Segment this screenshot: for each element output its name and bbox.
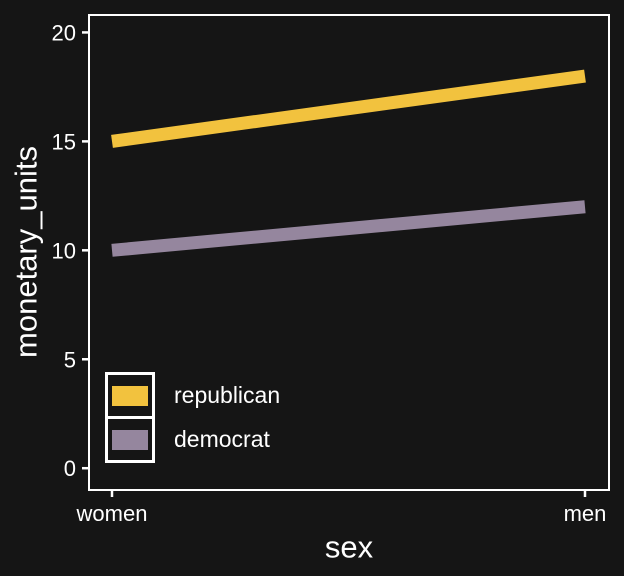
x-tick-label: women	[76, 501, 148, 526]
legend-swatch-republican	[112, 385, 148, 406]
legend-key	[105, 416, 155, 463]
y-tick-label: 0	[64, 456, 76, 481]
panel-border	[88, 14, 610, 491]
legend-item-democrat: democrat	[105, 416, 280, 463]
y-tick-label: 15	[52, 129, 76, 154]
legend-label-republican: republican	[174, 382, 281, 408]
y-axis-title: monetary_units	[8, 146, 44, 358]
legend: republican democrat	[105, 372, 280, 463]
series-line-republican	[111, 69, 586, 148]
series-line-democrat	[111, 200, 586, 257]
legend-swatch-democrat	[112, 429, 148, 450]
y-tick-label: 10	[52, 238, 76, 263]
y-tick-label: 20	[52, 20, 76, 45]
legend-item-republican: republican	[105, 372, 280, 419]
y-tick-label: 5	[64, 347, 76, 372]
legend-label-democrat: democrat	[174, 426, 270, 452]
x-axis-title: sex	[324, 529, 374, 565]
x-tick-label: men	[564, 501, 607, 526]
legend-key	[105, 372, 155, 419]
